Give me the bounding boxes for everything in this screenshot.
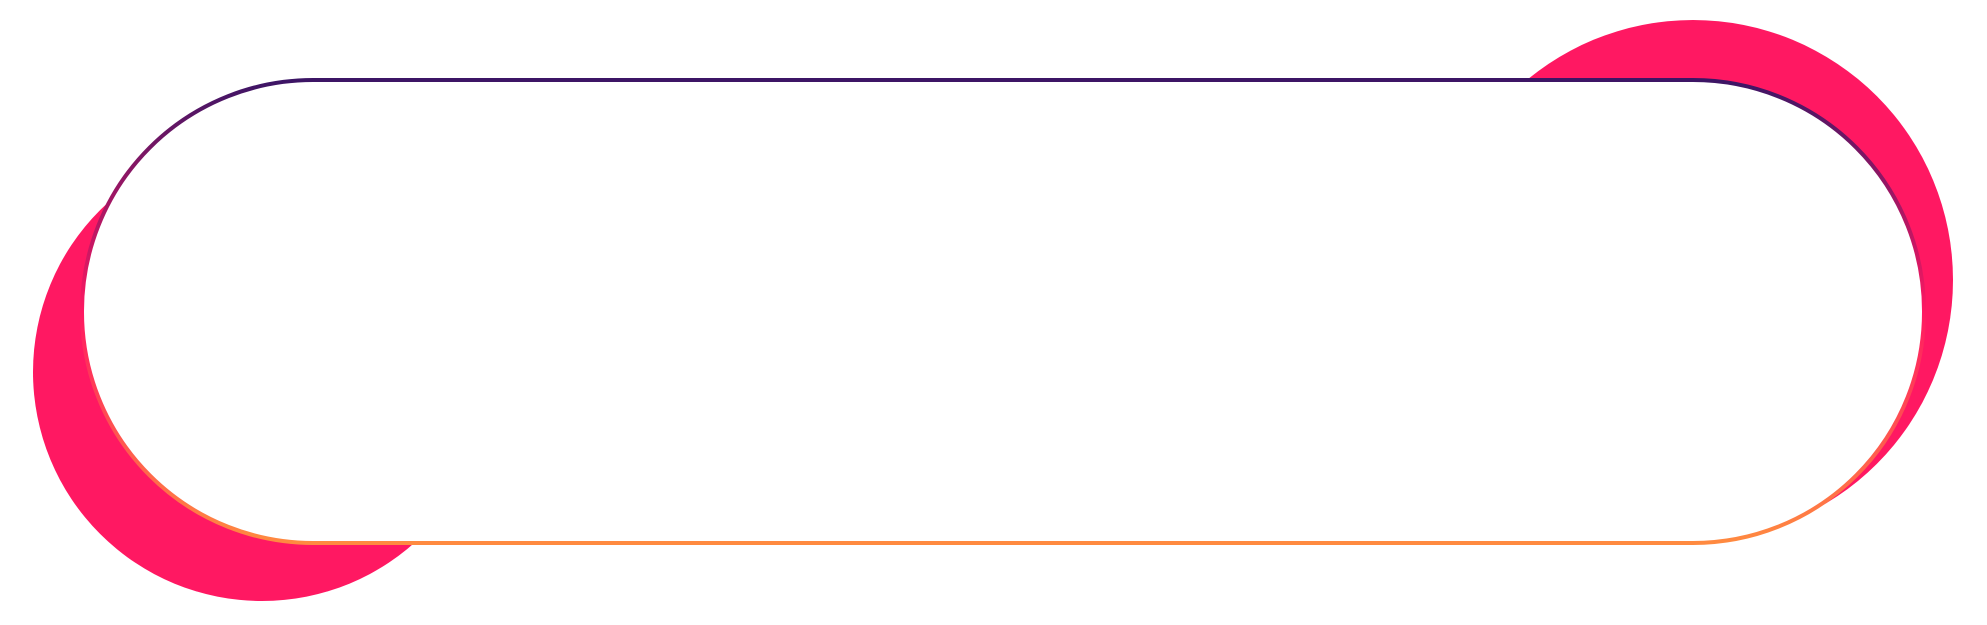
capsule-frame [80, 78, 1926, 545]
